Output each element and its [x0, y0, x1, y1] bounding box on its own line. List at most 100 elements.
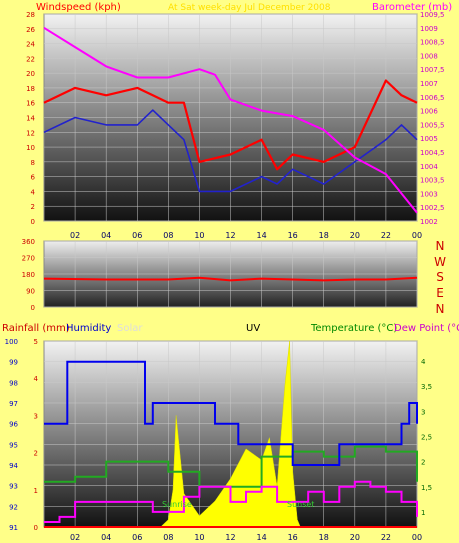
- rain-y-tick: 0: [34, 524, 38, 532]
- humidity-y-tick: 95: [9, 441, 18, 449]
- humidity-y-tick: 100: [5, 338, 18, 346]
- wind-y-tick: 4: [31, 188, 36, 196]
- windspeed-axis-label: Windspeed (kph): [36, 2, 121, 13]
- climate-x-tick: 08: [163, 533, 173, 542]
- temperature-y-tick: 3,5: [421, 383, 432, 391]
- wind-direction-line: [43, 276, 418, 282]
- humidity-y-tick: 98: [9, 379, 18, 387]
- barometer-y-tick: 1004: [420, 163, 438, 171]
- wind-y-tick: 24: [26, 41, 35, 49]
- sunrise-label: Sunrise: [162, 500, 192, 509]
- wind-y-tick: 12: [26, 129, 35, 137]
- wind-y-tick: 20: [26, 70, 35, 78]
- direction-series: [43, 276, 418, 282]
- humidity-y-tick: 94: [9, 462, 18, 470]
- wind-x-tick: 12: [225, 231, 235, 240]
- humidity-y-tick: 93: [9, 483, 18, 491]
- barometer-y-tick: 1004,5: [420, 149, 445, 157]
- temperature-y-tick: 4: [421, 358, 426, 366]
- temperature-y-tick: 2: [421, 459, 425, 467]
- temperature-y-tick: 2,5: [421, 434, 432, 442]
- wind-x-tick: 22: [381, 231, 391, 240]
- wind-x-tick: 06: [132, 231, 142, 240]
- barometer-y-tick: 1003,5: [420, 177, 445, 185]
- compass-north-top: N: [436, 239, 445, 253]
- barometer-y-tick: 1003: [420, 190, 438, 198]
- humidity-legend: Humidity: [66, 323, 111, 334]
- humidity-y-tick: 99: [9, 359, 18, 367]
- climate-x-tick: 02: [70, 533, 80, 542]
- wind-series: [43, 26, 418, 214]
- climate-series: [44, 340, 418, 528]
- wind-y-tick: 0: [31, 218, 35, 226]
- climate-x-tick: 12: [225, 533, 235, 542]
- wind-y-tick: 22: [26, 55, 35, 63]
- humidity-y-tick: 96: [9, 421, 18, 429]
- direction-y-tick: 180: [22, 271, 35, 279]
- barometer-y-tick: 1002,5: [420, 204, 445, 212]
- barometer-y-tick: 1006: [420, 108, 438, 116]
- direction-grid: [44, 240, 418, 308]
- direction-y-tick: 360: [22, 238, 35, 246]
- compass-north-bottom: N: [436, 302, 445, 316]
- climate-x-tick: 18: [319, 533, 329, 542]
- climate-x-tick: 22: [381, 533, 391, 542]
- rain-y-tick: 4: [34, 375, 39, 383]
- wind-x-tick: 16: [288, 231, 298, 240]
- wind-y-tick: 10: [26, 144, 35, 152]
- dewpoint-line: [44, 480, 418, 523]
- wind-y-tick: 28: [26, 11, 35, 19]
- compass-south: S: [436, 270, 444, 284]
- wind-y-tick: 2: [31, 203, 35, 211]
- barometer-y-tick: 1007,5: [420, 66, 445, 74]
- direction-tick-labels: 0 90 180 270 360: [22, 238, 35, 312]
- rain-y-tick: 2: [34, 450, 38, 458]
- direction-y-tick: 90: [26, 288, 35, 296]
- rain-y-tick: 5: [34, 338, 38, 346]
- rainfall-axis-label: Rainfall (mm): [2, 323, 70, 334]
- wind-grid: [44, 13, 418, 222]
- barometer-axis-label: Barometer (mb): [372, 2, 452, 13]
- rain-y-tick: 3: [34, 412, 38, 420]
- solar-legend: Solar: [117, 323, 143, 334]
- wind-y-tick: 26: [26, 26, 35, 34]
- wind-x-tick: 08: [163, 231, 173, 240]
- wind-x-tick: 00: [412, 231, 422, 240]
- barometer-y-tick: 1007: [420, 80, 438, 88]
- compass-east: E: [436, 286, 444, 300]
- climate-x-tick: 16: [288, 533, 298, 542]
- bottom-legend: Rainfall (mm) Humidity Solar UV Temperat…: [2, 323, 459, 334]
- humidity-y-tick: 91: [9, 524, 18, 532]
- barometer-y-tick: 1008: [420, 52, 438, 60]
- wind-x-tick: 10: [194, 231, 204, 240]
- temperature-y-tick: 1: [421, 509, 425, 517]
- barometer-y-tick: 1009: [420, 25, 438, 33]
- barometer-y-tick: 1002: [420, 218, 438, 226]
- temperature-axis-label: Temperature (°C): [310, 323, 397, 334]
- wind-average-line: [43, 109, 418, 193]
- temperature-y-tick: 3: [421, 408, 425, 416]
- wind-y-tick: 6: [31, 174, 36, 182]
- wind-panel: 024681012141618202224262810021002,510031…: [26, 11, 444, 240]
- humidity-line: [44, 360, 418, 466]
- temperature-y-tick: 1,5: [421, 484, 432, 492]
- humidity-y-tick: 97: [9, 400, 18, 408]
- compass-west: W: [434, 255, 446, 269]
- barometer-y-tick: 1009,5: [420, 11, 445, 19]
- climate-tick-labels: 91929394959697989910001234511,522,533,54…: [5, 338, 433, 542]
- dewpoint-axis-label: Dew Point (°C: [394, 323, 459, 334]
- date-label: At Sat week-day Jul December 2008: [168, 3, 331, 13]
- barometer-y-tick: 1005: [420, 135, 438, 143]
- barometer-y-tick: 1005,5: [420, 121, 445, 129]
- wind-x-tick: 02: [70, 231, 80, 240]
- climate-x-tick: 20: [350, 533, 360, 542]
- climate-panel: 91929394959697989910001234511,522,533,54…: [5, 338, 433, 542]
- climate-x-tick: 00: [412, 533, 422, 542]
- wind-x-tick: 04: [101, 231, 111, 240]
- climate-x-tick: 06: [132, 533, 142, 542]
- wind-tick-labels: 024681012141618202224262810021002,510031…: [26, 11, 444, 240]
- wind-x-tick: 18: [319, 231, 329, 240]
- barometer-y-tick: 1006,5: [420, 94, 445, 102]
- barometer-y-tick: 1008,5: [420, 39, 445, 47]
